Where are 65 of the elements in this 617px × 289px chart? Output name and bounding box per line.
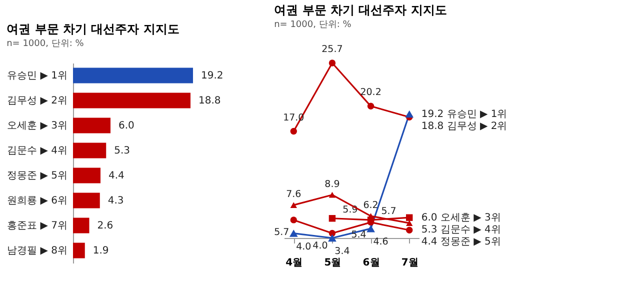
data-label: 4.3 <box>108 196 124 206</box>
point <box>290 202 297 208</box>
point <box>289 230 298 237</box>
point <box>290 128 297 135</box>
chart-subtitle: n= 1000, 단위: % <box>6 39 84 49</box>
bar <box>73 192 100 208</box>
point <box>406 214 413 221</box>
point <box>290 216 297 224</box>
data-label: 18.8 <box>198 96 221 106</box>
point <box>328 192 336 198</box>
bar <box>73 92 190 108</box>
series-label: 18.8 김무성 ▶ 2위 <box>421 121 508 132</box>
data-label: 5.4 <box>351 229 366 240</box>
point <box>328 215 336 222</box>
point <box>328 60 336 66</box>
bar <box>73 68 193 84</box>
x-tick-label: 6월 <box>362 258 380 268</box>
x-tick-label: 7월 <box>401 258 418 268</box>
series-label: 4.4 정몽준 ▶ 5위 <box>421 236 501 248</box>
point <box>367 216 374 224</box>
data-label: 4.6 <box>373 236 388 248</box>
y-tick-label: 홍준표 ▶ 7위 <box>7 220 68 232</box>
series-label: 5.3 김문수 ▶ 4위 <box>421 224 501 236</box>
data-label: 5.7 <box>381 206 396 217</box>
bar <box>73 168 100 184</box>
chart-title: 여권 부문 차기 대선주자 지지도 <box>274 3 447 17</box>
y-tick-label: 남경필 ▶ 8위 <box>7 246 68 256</box>
y-tick-label: 정몽준 ▶ 5위 <box>7 170 68 182</box>
data-label: 5.7 <box>274 226 290 238</box>
point <box>366 224 375 232</box>
bar <box>73 142 106 158</box>
data-label: 6.2 <box>363 200 378 212</box>
data-label: 6.0 <box>118 120 134 132</box>
series-label: 19.2 유승민 ▶ 1위 <box>421 109 508 120</box>
data-label: 4.0 <box>312 240 328 252</box>
data-label: 3.4 <box>334 246 350 257</box>
bar <box>73 242 85 258</box>
bar <box>73 118 110 134</box>
data-label: 5.3 <box>114 146 130 156</box>
data-label: 19.2 <box>201 70 224 82</box>
x-tick-label: 4월 <box>286 258 303 268</box>
data-label: 4.4 <box>108 170 124 182</box>
y-tick-label: 원희룡 ▶ 6위 <box>7 196 68 206</box>
point <box>367 102 374 110</box>
series-label: 6.0 오세훈 ▶ 3위 <box>421 212 501 224</box>
chart-subtitle: n= 1000, 단위: % <box>274 20 352 30</box>
y-tick-label: 김문수 ▶ 4위 <box>7 146 68 156</box>
data-label: 1.9 <box>92 246 109 256</box>
point <box>328 230 336 237</box>
y-tick-label: 김무성 ▶ 2위 <box>7 96 68 106</box>
data-label: 8.9 <box>324 178 340 190</box>
data-label: 2.6 <box>97 220 114 232</box>
data-label: 20.2 <box>360 87 382 98</box>
data-label: 7.6 <box>286 189 302 200</box>
point <box>406 220 413 226</box>
data-label: 25.7 <box>322 44 343 55</box>
point <box>405 110 414 118</box>
x-tick-label: 5월 <box>324 258 342 268</box>
data-label: 4.0 <box>296 241 312 252</box>
y-tick-label: 오세훈 ▶ 3위 <box>7 120 68 132</box>
point <box>328 234 336 242</box>
chart-title: 여권 부문 차기 대선주자 지지도 <box>6 22 180 36</box>
point <box>406 226 413 234</box>
bar <box>73 218 90 234</box>
y-tick-label: 유승민 ▶ 1위 <box>7 70 68 82</box>
